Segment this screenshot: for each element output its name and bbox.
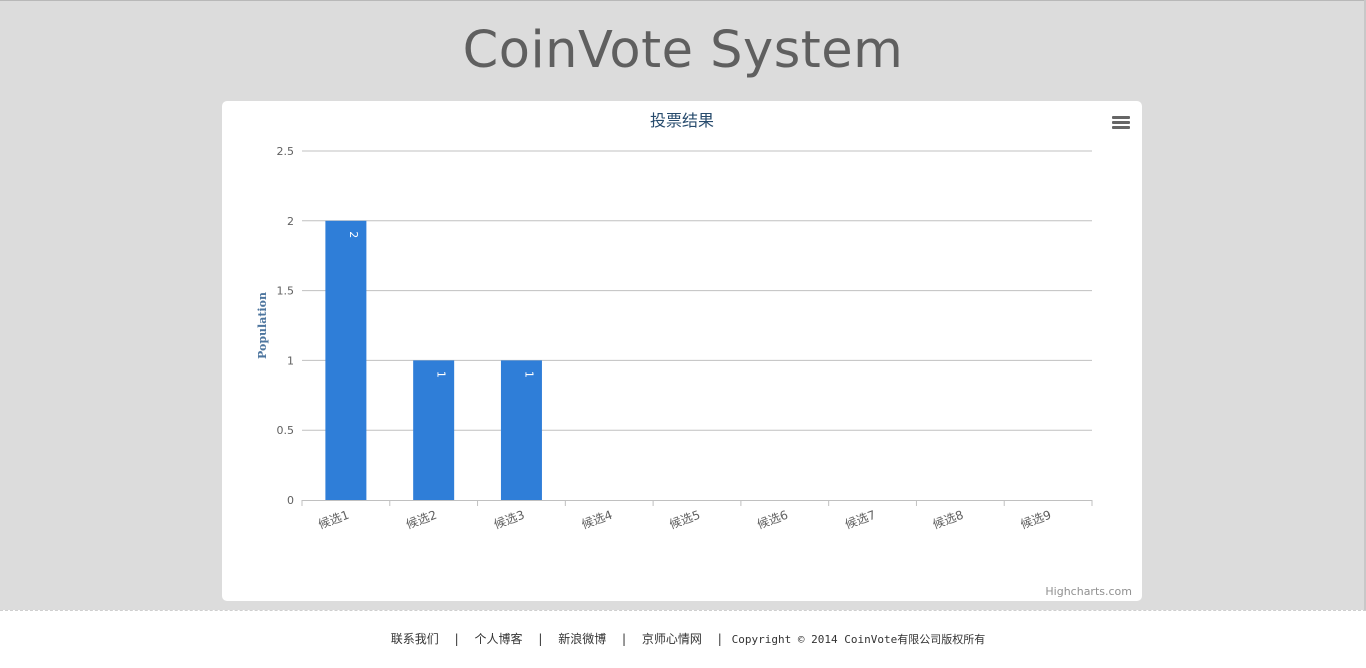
footer: 联系我们 | 个人博客 | 新浪微博 | 京师心情网 | Copyright ©…: [0, 610, 1366, 668]
footer-link-blog[interactable]: 个人博客: [474, 632, 523, 646]
footer-copyright: Copyright © 2014 CoinVote有限公司版权所有: [731, 633, 986, 646]
y-tick-label: 0.5: [277, 424, 295, 437]
x-tick-label: 候选3: [492, 508, 527, 532]
footer-links: 联系我们 | 个人博客 | 新浪微博 | 京师心情网 | Copyright ©…: [0, 630, 1366, 647]
footer-separator: |: [454, 632, 459, 646]
chart-svg: 投票结果 0 0.5 1 1.5 2 2.5 Population 2 候选1 1 候选2 1 候选3 候选…: [256, 111, 1093, 532]
top-border: [0, 0, 1366, 1]
y-tick-label: 0: [287, 494, 294, 507]
chart-title: 投票结果: [650, 111, 714, 130]
footer-link-contact[interactable]: 联系我们: [390, 632, 439, 646]
footer-separator: |: [717, 632, 722, 646]
y-tick-label: 2.5: [277, 145, 295, 158]
footer-separator: |: [622, 632, 627, 646]
menu-icon-bar-bottom: [1112, 126, 1130, 129]
site-title: CoinVote System: [462, 21, 904, 80]
chart-card: 投票结果 0 0.5 1 1.5 2 2.5 Population 2 候选1 1 候选2 1 候选3 候选…: [222, 101, 1142, 601]
x-tick-label: 候选9: [1019, 508, 1054, 532]
menu-icon-bar-top: [1112, 116, 1130, 119]
bar-data-label: 1: [522, 371, 535, 378]
bar[interactable]: [413, 360, 455, 500]
x-tick-label: 候选5: [668, 508, 703, 532]
y-axis-title: Population: [256, 292, 269, 359]
bar-data-label: 1: [435, 371, 448, 378]
bar[interactable]: [500, 360, 542, 500]
footer-link-mood-site[interactable]: 京师心情网: [641, 632, 702, 646]
x-tick-label: 候选8: [931, 508, 966, 532]
x-tick-label: 候选2: [404, 508, 439, 532]
y-tick-label: 1: [287, 354, 294, 367]
highcharts-credits[interactable]: Highcharts.com: [1045, 585, 1132, 598]
x-tick-label: 候选7: [843, 508, 878, 532]
bar-data-label: 2: [347, 231, 360, 238]
footer-separator: |: [538, 632, 543, 646]
bar[interactable]: [325, 220, 367, 501]
y-tick-label: 1.5: [277, 285, 295, 298]
x-tick-label: 候选1: [316, 508, 351, 532]
x-tick-label: 候选4: [580, 508, 615, 532]
scrollbar-edge: [1364, 0, 1366, 612]
x-tick-label: 候选6: [755, 508, 790, 532]
menu-icon-bar-middle: [1112, 121, 1130, 124]
footer-link-weibo[interactable]: 新浪微博: [558, 632, 607, 646]
y-tick-label: 2: [287, 215, 294, 228]
chart-menu-button[interactable]: [1110, 114, 1132, 134]
